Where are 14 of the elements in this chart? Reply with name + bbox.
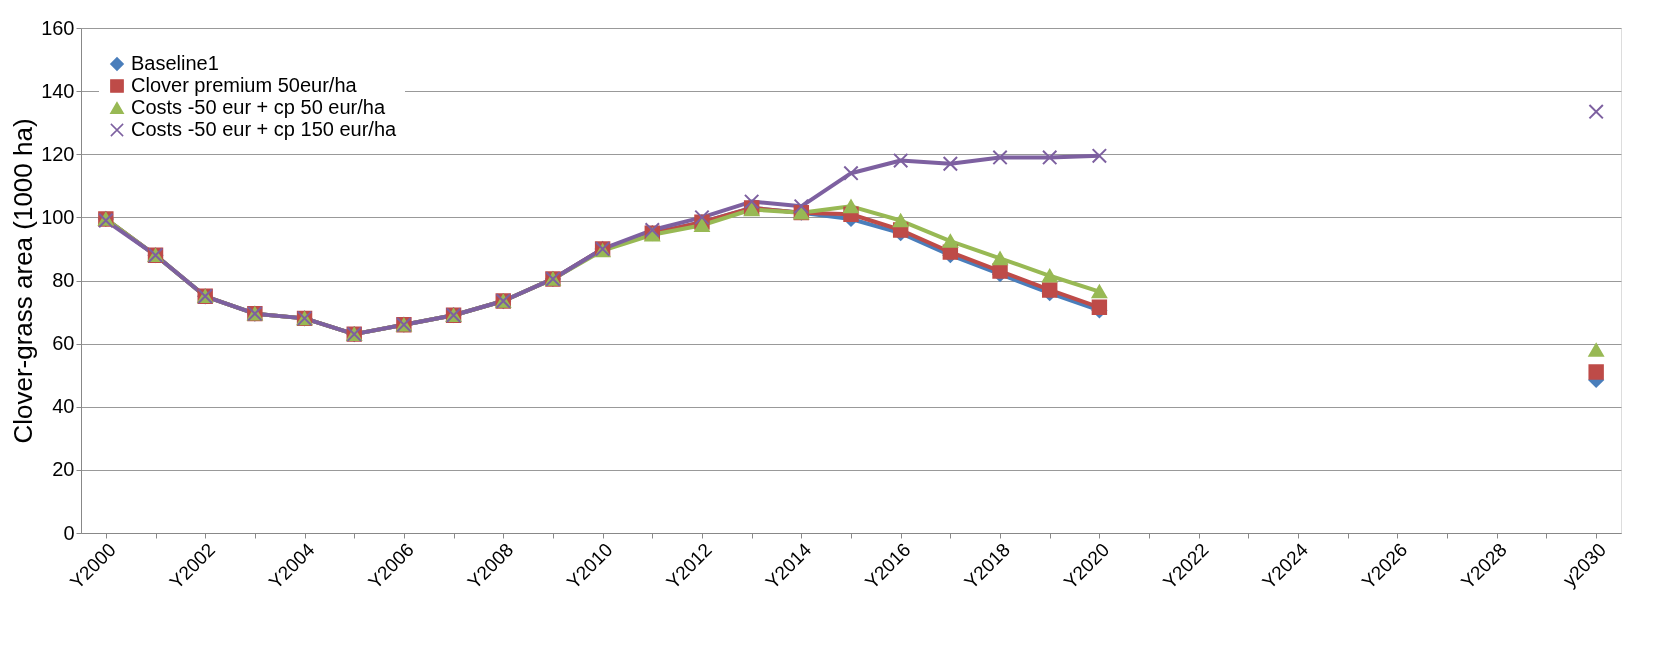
y-axis-title: Clover-grass area (1000 ha) xyxy=(8,118,39,444)
y-tick-label: 0 xyxy=(63,521,75,544)
legend-label: Clover premium 50eur/ha xyxy=(131,74,358,96)
y-tick-label: 60 xyxy=(52,332,75,355)
y-tick-label: 140 xyxy=(41,79,75,102)
legend-label: Baseline1 xyxy=(131,52,219,74)
y-tick-label: 160 xyxy=(41,16,75,39)
y-tick-label: 40 xyxy=(52,395,75,418)
legend-label: Costs -50 eur + cp 50 eur/ha xyxy=(131,96,386,118)
y-tick-label: 80 xyxy=(52,269,75,291)
legend-label: Costs -50 eur + cp 150 eur/ha xyxy=(131,118,398,140)
y-tick-label: 120 xyxy=(41,142,75,165)
y-tick-label: 20 xyxy=(52,458,75,481)
y-tick-label: 100 xyxy=(41,205,75,228)
